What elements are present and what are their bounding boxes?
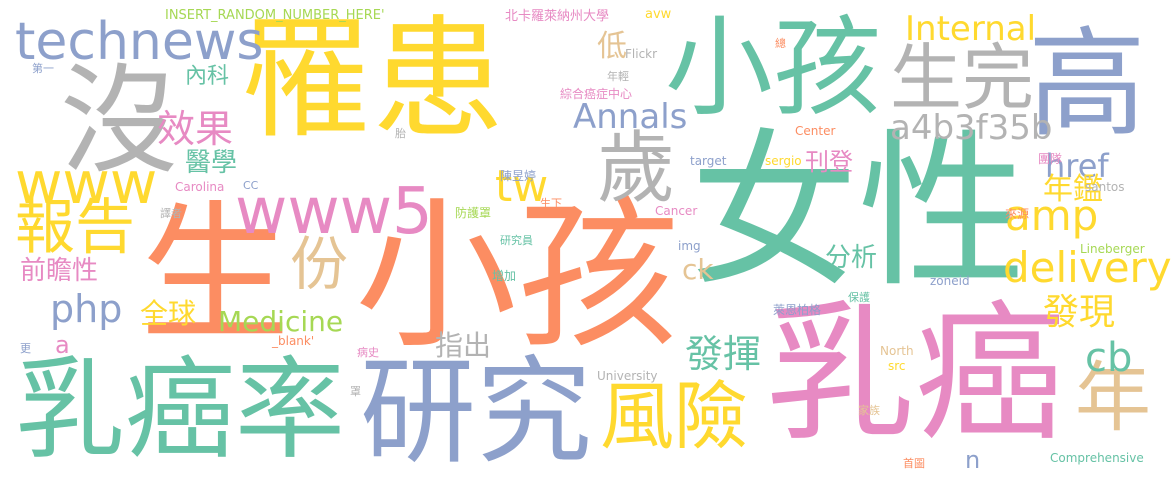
word: 指出 xyxy=(435,329,492,362)
word: a xyxy=(55,331,70,359)
word: 胎 xyxy=(395,127,406,140)
word: 份 xyxy=(290,230,349,298)
word: technews xyxy=(15,12,264,72)
word: 高 xyxy=(1028,15,1147,153)
word: 第一 xyxy=(32,62,54,75)
word: 研究員 xyxy=(500,234,533,247)
word: delivery xyxy=(1003,243,1172,292)
word: 年鑑 xyxy=(1043,172,1103,207)
word: 效果 xyxy=(157,107,234,151)
word: img xyxy=(678,239,701,253)
word: 罹患 xyxy=(240,3,504,157)
word: INSERT_RANDOM_NUMBER_HERE' xyxy=(165,8,385,23)
word: 生 xyxy=(140,188,291,362)
word: 首圖 xyxy=(903,457,925,470)
word: _blank' xyxy=(272,334,315,348)
word: Flickr xyxy=(625,47,658,61)
word: 年 xyxy=(1075,353,1151,442)
word: 保護 xyxy=(848,291,870,304)
word: 內科 xyxy=(185,64,230,89)
word: 醫學 xyxy=(185,148,238,178)
word: 乳癌率 xyxy=(15,346,345,474)
word: a4b3f35b xyxy=(890,108,1053,148)
word: 風險 xyxy=(600,374,748,460)
word: 女性 xyxy=(690,114,1026,310)
word: Cancer xyxy=(655,204,698,218)
word: 更 xyxy=(20,342,31,355)
word: href xyxy=(1045,147,1109,185)
word: avw xyxy=(645,7,672,22)
word: University xyxy=(597,369,658,383)
word: 北卡羅萊納州大學 xyxy=(505,9,610,24)
word: 罩 xyxy=(350,385,361,398)
word: 低 xyxy=(597,29,627,64)
word: zoneid xyxy=(930,274,970,288)
word: 增加 xyxy=(492,269,517,283)
word: amp xyxy=(1005,191,1099,240)
word: 乳癌 xyxy=(765,288,1066,462)
word: 前瞻性 xyxy=(20,256,99,286)
word: Center xyxy=(795,124,836,138)
word: n xyxy=(965,446,981,474)
word: 年輕 xyxy=(607,70,629,83)
word: 小孩 xyxy=(355,183,679,371)
word: 團隊 xyxy=(1038,152,1063,166)
word: tw xyxy=(495,161,549,212)
word: cb xyxy=(1085,335,1133,381)
word: 發現 xyxy=(1043,292,1116,333)
word: Internal xyxy=(905,9,1037,49)
word: ck xyxy=(682,253,714,286)
word: 譯者 xyxy=(160,207,182,220)
word: Lineberger xyxy=(1080,242,1145,256)
word: 萊恩柏格 xyxy=(773,303,822,317)
word: 來源 xyxy=(1005,207,1030,221)
word: Comprehensive xyxy=(1050,451,1144,465)
word: CC xyxy=(243,179,259,192)
word: 發揮 xyxy=(685,332,762,376)
word: 小孩 xyxy=(665,6,882,131)
word: www5 xyxy=(235,175,433,249)
word: santos xyxy=(1085,180,1125,194)
word: 生下 xyxy=(540,197,562,210)
word: 研究 xyxy=(360,345,592,480)
word: 報告 xyxy=(15,193,135,263)
word: sergio xyxy=(765,154,802,168)
word: php xyxy=(50,287,123,331)
word: www xyxy=(15,149,158,217)
word: 生完 xyxy=(890,36,1035,120)
word: Carolina xyxy=(175,180,225,194)
word: 總 xyxy=(775,37,786,50)
word: Medicine xyxy=(218,305,344,338)
word: 分析 xyxy=(825,243,878,273)
word: target xyxy=(690,154,727,168)
word: 刊登 xyxy=(805,148,853,176)
word: 歲 xyxy=(597,124,676,214)
word: North xyxy=(880,344,914,358)
word: 陳昱婷 xyxy=(500,169,537,183)
word: 全球 xyxy=(140,297,197,330)
word: 沒 xyxy=(60,52,179,190)
word: 綜合癌症中心 xyxy=(560,87,633,101)
word: src xyxy=(888,359,906,373)
word: 家族 xyxy=(858,404,880,417)
word: Annals xyxy=(573,97,688,137)
word: 防護罩 xyxy=(455,206,492,220)
word: 病史 xyxy=(357,346,379,359)
